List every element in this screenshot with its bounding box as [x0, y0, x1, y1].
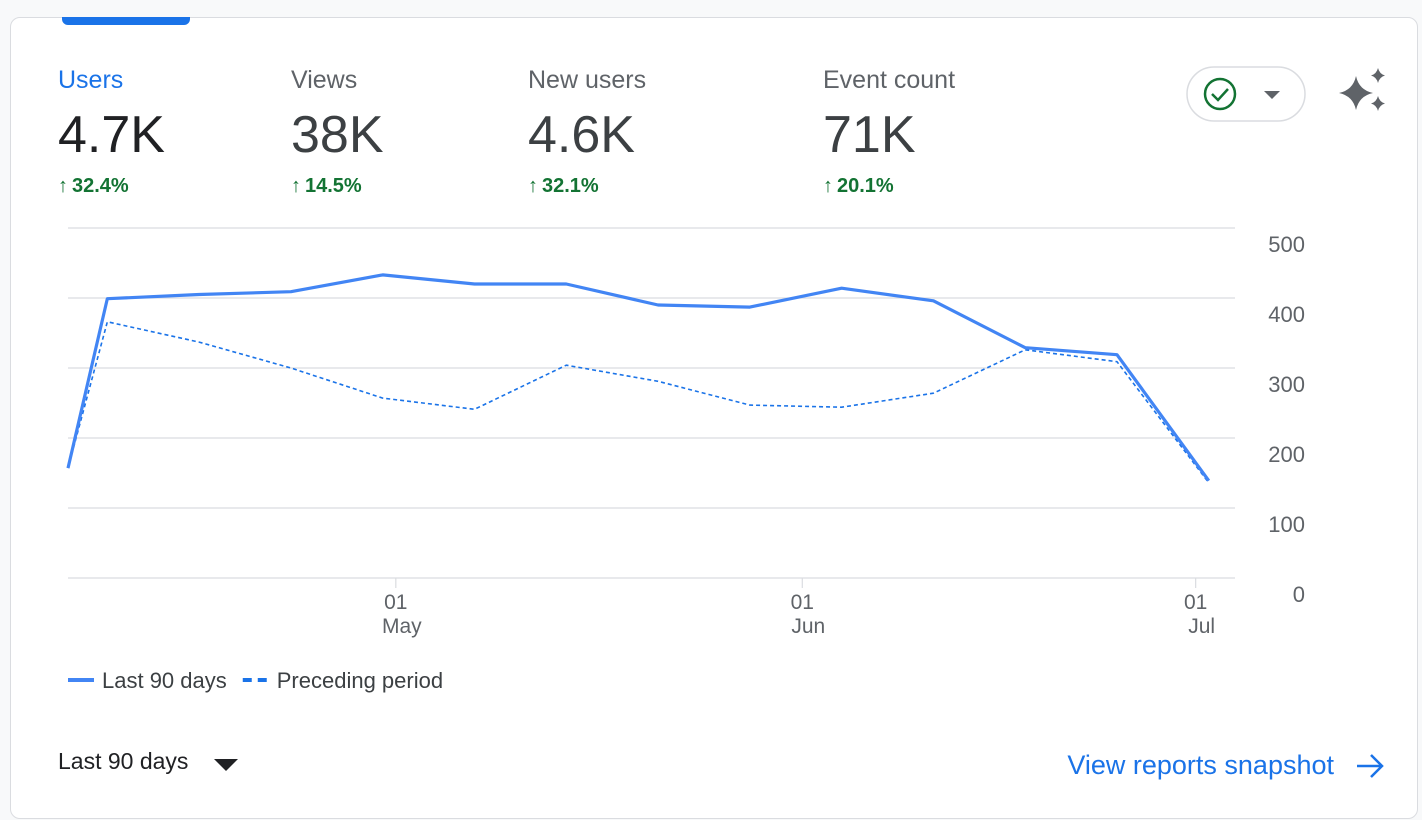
- metric-tab[interactable]: Users 4.7K ↑ 32.4%: [58, 66, 165, 198]
- x-tick-label: 01: [1184, 591, 1207, 614]
- metric-tab[interactable]: Views 38K ↑ 14.5%: [291, 66, 384, 198]
- metric-change-text: 14.5%: [305, 175, 362, 197]
- tab-indicator: [62, 17, 190, 25]
- link-arrow[interactable]: [1357, 754, 1384, 778]
- x-tick-label: 01: [384, 591, 407, 614]
- date-range-dropdown[interactable]: Last 90 days: [58, 748, 189, 774]
- legend-label: Last 90 days: [102, 668, 227, 693]
- metric-tab[interactable]: New users 4.6K ↑ 32.1%: [528, 66, 646, 198]
- x-tick-label: May: [382, 615, 422, 638]
- metric-change: ↑ 32.1%: [528, 175, 599, 197]
- status-button[interactable]: [1186, 66, 1306, 122]
- metric-change-text: 20.1%: [837, 175, 894, 197]
- metric-change-text: 32.1%: [542, 175, 599, 197]
- card: [10, 17, 1418, 819]
- x-tick-label: 01: [791, 591, 814, 614]
- y-tick-label: 100: [1268, 512, 1305, 537]
- metric-change: ↑ 32.4%: [58, 175, 129, 197]
- insights-icon[interactable]: [1339, 68, 1385, 111]
- metric-value: 38K: [291, 106, 384, 164]
- view-snapshot-link[interactable]: View reports snapshot: [1067, 750, 1334, 780]
- x-tick-label: Jul: [1188, 615, 1215, 638]
- y-tick-label: 400: [1268, 302, 1305, 327]
- x-tick-label: Jun: [791, 615, 825, 638]
- series-line: [67, 321, 1210, 484]
- y-tick-label: 500: [1268, 232, 1305, 257]
- y-tick-label: 0: [1293, 582, 1305, 607]
- legend-label: Preceding period: [277, 668, 443, 693]
- metric-value: 4.7K: [58, 106, 165, 164]
- series-line: [66, 273, 1211, 482]
- metric-value: 4.6K: [528, 106, 635, 164]
- metric-name: Views: [291, 66, 358, 94]
- dropdown-arrow[interactable]: [214, 759, 238, 771]
- y-tick-label: 300: [1268, 372, 1305, 397]
- y-tick-label: 200: [1268, 442, 1305, 467]
- metric-change: ↑ 14.5%: [291, 175, 362, 197]
- metric-change-text: 32.4%: [72, 175, 129, 197]
- metric-name: New users: [528, 66, 647, 94]
- metric-change: ↑ 20.1%: [823, 175, 894, 197]
- metric-name: Event count: [823, 66, 956, 94]
- metric-tab[interactable]: Event count 71K ↑ 20.1%: [823, 66, 955, 198]
- metric-value: 71K: [823, 106, 916, 164]
- metric-name: Users: [58, 66, 124, 94]
